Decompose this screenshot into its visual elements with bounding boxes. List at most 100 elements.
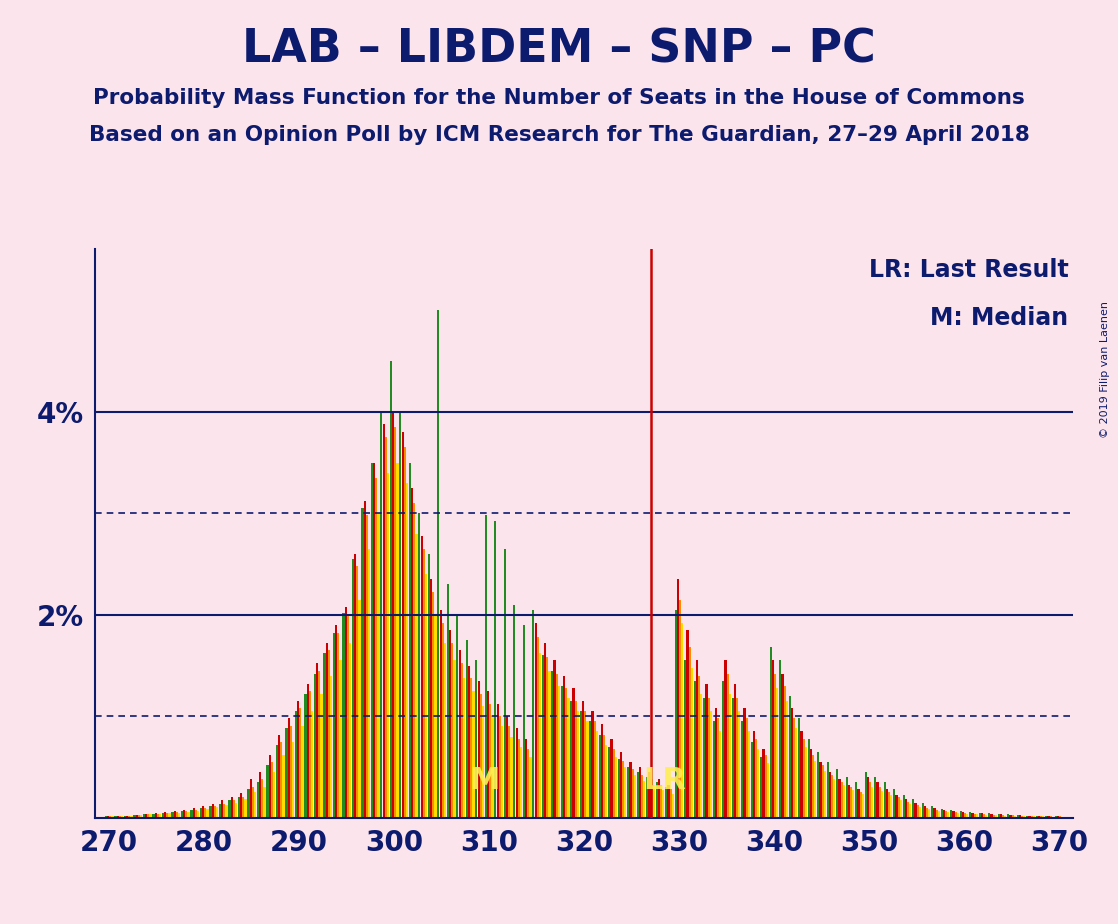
Bar	[912, 799, 915, 818]
Bar	[430, 579, 433, 818]
Bar	[506, 716, 509, 818]
Bar	[582, 701, 584, 818]
Bar	[477, 681, 480, 818]
Bar	[902, 796, 904, 818]
Bar	[1054, 816, 1057, 818]
Bar	[404, 447, 406, 818]
Bar	[1035, 816, 1038, 818]
Bar	[525, 738, 528, 818]
Bar	[449, 630, 452, 818]
Bar	[596, 732, 598, 818]
Bar	[119, 816, 121, 818]
Bar	[499, 716, 501, 818]
Bar	[605, 745, 607, 818]
Bar	[896, 796, 898, 818]
Bar	[807, 738, 809, 818]
Bar	[133, 815, 135, 818]
Bar	[233, 800, 235, 818]
Bar	[961, 811, 964, 818]
Bar	[871, 787, 873, 818]
Bar	[264, 787, 266, 818]
Bar	[416, 534, 417, 818]
Bar	[247, 789, 249, 818]
Bar	[458, 650, 461, 818]
Bar	[235, 803, 237, 818]
Bar	[224, 804, 226, 818]
Bar	[953, 810, 955, 818]
Bar	[1040, 816, 1042, 818]
Bar	[643, 781, 645, 818]
Bar	[344, 607, 347, 818]
Bar	[290, 726, 292, 818]
Bar	[991, 814, 993, 818]
Bar	[411, 488, 414, 818]
Bar	[795, 728, 797, 818]
Bar	[819, 762, 822, 818]
Bar	[249, 779, 252, 818]
Bar	[710, 711, 712, 818]
Bar	[667, 785, 670, 818]
Bar	[471, 677, 472, 818]
Bar	[126, 816, 129, 818]
Bar	[627, 767, 629, 818]
Bar	[805, 747, 807, 818]
Bar	[722, 681, 724, 818]
Bar	[473, 691, 474, 818]
Bar	[152, 814, 154, 818]
Bar	[705, 684, 708, 818]
Bar	[629, 762, 632, 818]
Bar	[1057, 816, 1059, 818]
Bar	[776, 687, 778, 818]
Bar	[993, 815, 995, 818]
Bar	[1059, 816, 1061, 818]
Bar	[1012, 815, 1014, 818]
Bar	[888, 793, 890, 818]
Bar	[452, 643, 454, 818]
Bar	[1016, 815, 1018, 818]
Bar	[129, 816, 131, 818]
Bar	[342, 613, 344, 818]
Bar	[866, 777, 869, 818]
Bar	[755, 738, 757, 818]
Bar	[995, 815, 997, 818]
Bar	[934, 808, 936, 818]
Bar	[969, 811, 972, 818]
Bar	[176, 811, 178, 818]
Bar	[425, 574, 427, 818]
Bar	[1002, 815, 1004, 818]
Bar	[392, 412, 395, 818]
Bar	[105, 816, 107, 818]
Bar	[221, 800, 224, 818]
Bar	[214, 806, 216, 818]
Bar	[822, 765, 824, 818]
Bar	[589, 722, 591, 818]
Bar	[988, 813, 991, 818]
Bar	[482, 706, 484, 818]
Bar	[615, 757, 617, 818]
Bar	[774, 674, 776, 818]
Bar	[292, 742, 294, 818]
Bar	[751, 742, 752, 818]
Bar	[700, 694, 702, 818]
Bar	[789, 696, 790, 818]
Bar	[501, 726, 503, 818]
Bar	[864, 772, 866, 818]
Bar	[675, 610, 676, 818]
Bar	[406, 483, 408, 818]
Bar	[610, 738, 613, 818]
Bar	[639, 767, 641, 818]
Bar	[205, 808, 207, 818]
Bar	[781, 674, 784, 818]
Bar	[877, 783, 879, 818]
Bar	[803, 738, 805, 818]
Bar	[1048, 816, 1050, 818]
Bar	[145, 814, 148, 818]
Bar	[921, 803, 923, 818]
Bar	[268, 755, 271, 818]
Bar	[437, 310, 439, 818]
Bar	[757, 748, 759, 818]
Bar	[226, 805, 228, 818]
Text: M: Median: M: Median	[930, 306, 1069, 330]
Bar	[826, 762, 828, 818]
Bar	[433, 592, 435, 818]
